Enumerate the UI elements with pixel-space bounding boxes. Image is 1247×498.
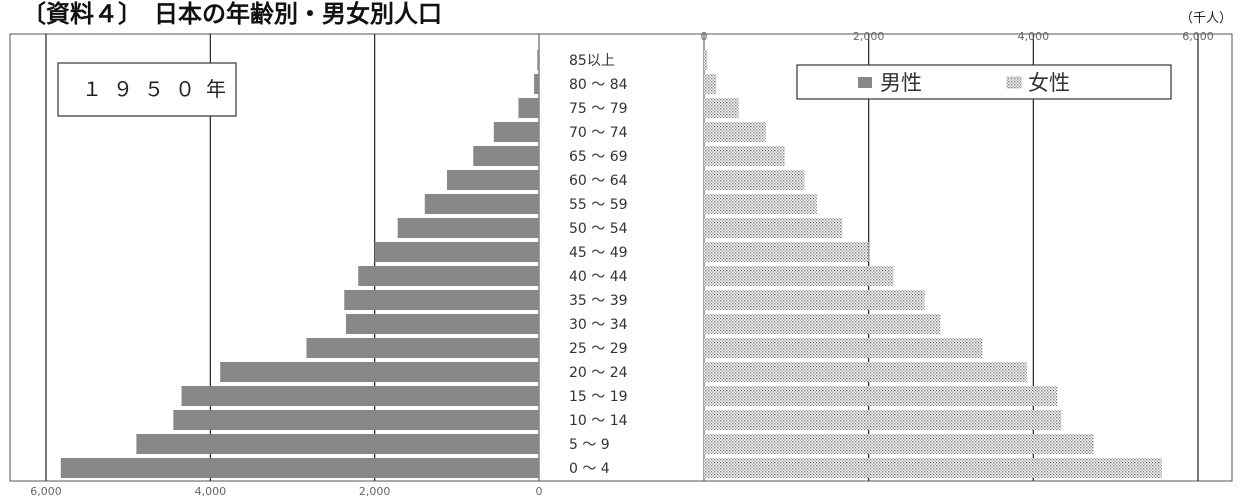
bar-female [704, 290, 925, 310]
bar-female [704, 146, 785, 166]
bar-male [181, 386, 539, 406]
age-group-label: 45 ～ 49 [569, 245, 628, 261]
bar-female [704, 458, 1162, 478]
legend-swatch-female [1006, 76, 1022, 89]
bar-female [704, 410, 1062, 430]
bar-female [704, 74, 717, 94]
legend: 男性 女性 [796, 64, 1172, 100]
bar-female [704, 362, 1027, 382]
bar-male [344, 290, 539, 310]
age-group-label: 5 ～ 9 [569, 437, 610, 453]
age-group-label: 30 ～ 34 [569, 317, 628, 333]
age-group-label: 40 ～ 44 [569, 269, 628, 285]
tick-label-right: 2,000 [853, 30, 885, 43]
bar-male [306, 338, 539, 358]
bar-male [537, 50, 539, 70]
age-group-label: 50 ～ 54 [569, 221, 628, 237]
age-group-label: 25 ～ 29 [569, 341, 628, 357]
bar-female [704, 386, 1058, 406]
bar-female [704, 122, 766, 142]
bar-female [704, 266, 894, 286]
age-group-label: 15 ～ 19 [569, 389, 628, 405]
year-box: １９５０年 [57, 62, 237, 117]
tick-label-left: 6,000 [30, 485, 62, 498]
age-group-label: 55 ～ 59 [569, 197, 628, 213]
bar-male [493, 122, 539, 142]
age-group-label: 0 ～ 4 [569, 461, 610, 477]
legend-swatch-male [858, 77, 872, 88]
age-group-label: 60 ～ 64 [569, 173, 628, 189]
age-group-label: 20 ～ 24 [569, 365, 628, 381]
age-group-label: 70 ～ 74 [569, 125, 628, 141]
bar-female [704, 314, 941, 334]
bar-male [136, 434, 539, 454]
bar-male [424, 194, 539, 214]
bar-male [173, 410, 539, 430]
legend-label-female: 女性 [1028, 71, 1070, 95]
bar-female [704, 170, 805, 190]
bar-female [704, 218, 843, 238]
age-group-label: 65 ～ 69 [569, 149, 628, 165]
bar-male [473, 146, 539, 166]
bar-male [534, 74, 539, 94]
bar-male [345, 314, 539, 334]
bar-male [374, 242, 539, 262]
bar-female [704, 50, 708, 70]
tick-label-left: 2,000 [359, 485, 391, 498]
age-group-label: 10 ～ 14 [569, 413, 628, 429]
bar-male [60, 458, 539, 478]
tick-label-left: 0 [536, 485, 543, 498]
tick-label-right: 4,000 [1018, 30, 1050, 43]
bar-male [397, 218, 539, 238]
age-group-label: 35 ～ 39 [569, 293, 628, 309]
age-group-label: 80 ～ 84 [569, 77, 628, 93]
age-group-label: 85以上 [569, 53, 615, 69]
unit-label: （千人） [1180, 11, 1233, 26]
legend-label-male: 男性 [880, 71, 922, 95]
tick-label-left: 4,000 [195, 485, 227, 498]
bar-male [518, 98, 539, 118]
bar-male [446, 170, 539, 190]
bar-female [704, 98, 739, 118]
bar-female [704, 242, 869, 262]
figure-heading: 〔資料４〕 日本の年齢別・男女別人口 [22, 0, 442, 28]
tick-label-right: 6,000 [1182, 30, 1214, 43]
bar-female [704, 194, 817, 214]
tick-label-right: 0 [701, 30, 708, 43]
year-label: １９５０年 [82, 77, 237, 101]
bar-female [704, 434, 1094, 454]
bar-male [358, 266, 539, 286]
age-group-label: 75 ～ 79 [569, 101, 628, 117]
bar-male [220, 362, 539, 382]
bar-female [704, 338, 983, 358]
